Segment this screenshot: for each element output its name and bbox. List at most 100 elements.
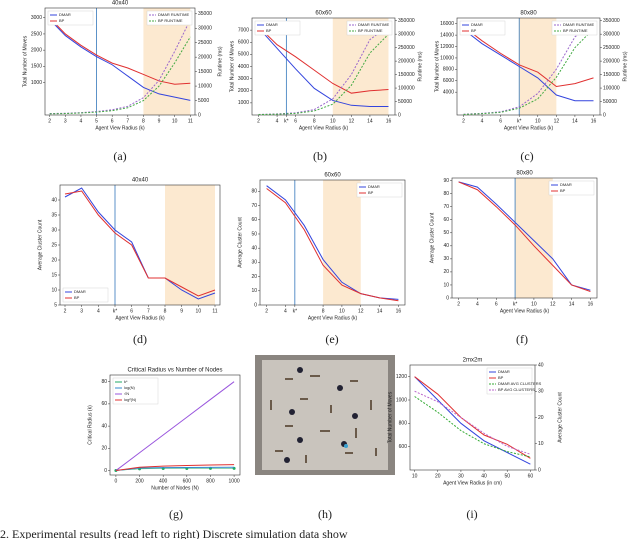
y-tick-label: 40 (51, 197, 57, 203)
legend-label: BP RUNTIME (158, 18, 183, 23)
y-tick-label: 20 (101, 446, 107, 452)
legend-label: k* (124, 379, 128, 384)
legend-label: DMAR (74, 289, 86, 294)
y-tick-label: 0 (254, 302, 257, 308)
y-tick-label: 3000 (31, 15, 42, 21)
x-tick-label: 4 (80, 118, 83, 124)
y2-axis-label: Runtime (ms) (622, 51, 628, 81)
y-tick-label: 50 (443, 230, 449, 236)
x-tick-label: 600 (183, 478, 192, 484)
y-axis-label: Critical Radius (k) (87, 405, 93, 445)
legend-label: DMAR (368, 184, 380, 189)
x-tick-label: 40 (481, 473, 487, 479)
y-axis-label: Total Number of Moves (22, 35, 28, 87)
y2-axis-label: Runtime (ms) (417, 51, 423, 81)
panel-label: (b) (313, 149, 327, 163)
y-tick-label: 10 (443, 282, 449, 288)
plot-frame (109, 374, 241, 476)
legend-label: BP RUNTIME (563, 28, 588, 33)
legend-label: BP (560, 188, 566, 193)
series-line (414, 390, 531, 455)
x-axis-label: Agent View Radius (k) (95, 125, 145, 131)
series-line (115, 464, 235, 472)
x-axis-label: Agent View Radius (in cm) (443, 480, 502, 486)
y-tick-label: 60 (251, 217, 257, 223)
legend-label: DMAR (560, 182, 572, 187)
y-tick-label: 5000 (238, 52, 249, 58)
x-axis-label: Agent View Radius (k) (504, 125, 554, 131)
x-tick-label: 8 (164, 308, 167, 314)
panel-label: (e) (325, 332, 338, 346)
y-tick-label: 800 (399, 421, 408, 427)
x-tick-label: 12 (554, 118, 560, 124)
x-axis-label: Agent View Radius (k) (115, 315, 165, 321)
x-tick-label: k* (113, 308, 118, 314)
chart-title: 40x40 (112, 1, 129, 7)
y-tick-label: 70 (443, 204, 449, 210)
x-tick-label: 8 (322, 308, 325, 314)
y-tick-label: 1000 (31, 80, 42, 86)
series-line (258, 26, 389, 94)
legend-label: DMAR RUNTIME (158, 12, 189, 17)
y-tick-label: 4000 (238, 64, 249, 70)
y2-tick-label: 350000 (398, 18, 415, 24)
series-line (266, 188, 399, 302)
y-tick-label: 40 (443, 243, 449, 249)
y-tick-label: 2000 (31, 47, 42, 53)
legend-box (47, 10, 94, 26)
panel-label: (h) (318, 507, 332, 521)
series-line (49, 36, 191, 115)
y-tick-label: 70 (251, 203, 257, 209)
y2-tick-label: 0 (398, 112, 401, 118)
y-tick-label: 30 (251, 260, 257, 266)
legend-label: BP AVG CLUSTERS (498, 387, 535, 392)
x-tick-label: 30 (458, 473, 464, 479)
x-tick-label: 0 (115, 478, 118, 484)
legend-label: DMAR RUNTIME (563, 22, 594, 27)
y2-tick-label: 100000 (603, 85, 620, 91)
y-tick-label: 60 (101, 401, 107, 407)
series-line (115, 381, 235, 471)
panel-label: (a) (113, 149, 126, 163)
y2-tick-label: 35000 (198, 11, 212, 17)
series-line (258, 27, 389, 108)
panel-label: (d) (133, 332, 147, 346)
series-line (258, 33, 389, 116)
x-tick-label: 9 (180, 308, 183, 314)
series-line (414, 396, 531, 458)
y-tick-label: 0 (104, 468, 107, 474)
series-line (458, 181, 591, 291)
series-line (115, 468, 235, 471)
legend-label: DMAR AVG CLUSTERS (498, 381, 542, 386)
y2-tick-label: 15000 (198, 69, 212, 75)
caption: 2. Experimental results (read left to ri… (0, 527, 348, 539)
x-tick-label: 10 (531, 301, 537, 307)
y-tick-label: 1000 (238, 100, 249, 106)
x-tick-label: 50 (504, 473, 510, 479)
x-tick-label: 2 (265, 308, 268, 314)
y-tick-label: 1200 (396, 374, 407, 380)
y-tick-label: 1500 (31, 64, 42, 70)
x-tick-label: 6 (499, 118, 502, 124)
y-tick-label: 60 (443, 217, 449, 223)
legend-box (548, 180, 595, 196)
y-tick-label: 30 (51, 227, 57, 233)
y2-tick-label: 250000 (603, 45, 620, 51)
y2-tick-label: 50000 (603, 99, 617, 105)
x-tick-label: 11 (188, 118, 193, 124)
series-line (49, 19, 191, 115)
legend-label: DMAR (266, 22, 278, 27)
y2-tick-label: 10 (538, 441, 544, 447)
x-tick-label: 4 (476, 301, 479, 307)
x-tick-label: 60 (528, 473, 534, 479)
y2-tick-label: 50000 (398, 99, 412, 105)
x-tick-label: 10 (412, 473, 418, 479)
y-tick-label: 10 (251, 288, 257, 294)
x-tick-label: 12 (349, 118, 355, 124)
series-line (463, 29, 594, 102)
x-tick-label: 7 (147, 308, 150, 314)
photo (255, 355, 395, 475)
legend-label: DMAR RUNTIME (358, 22, 389, 27)
chart-title: 80x80 (520, 11, 537, 17)
y-tick-label: 10000 (440, 55, 454, 61)
